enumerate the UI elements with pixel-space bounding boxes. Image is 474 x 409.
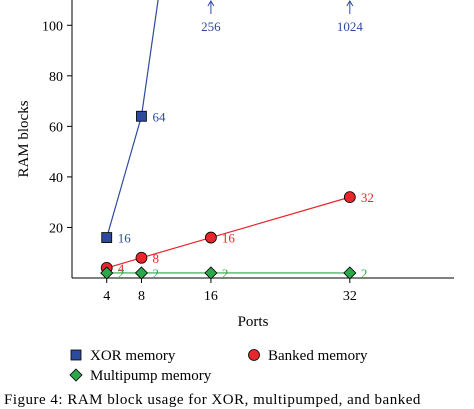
data-point: [343, 266, 357, 280]
data-label: 64: [152, 109, 166, 124]
data-point: [204, 266, 218, 280]
series-square: 16 64 256 1024: [101, 0, 364, 246]
y-tick-label: 60: [49, 120, 63, 135]
data-label: 256: [201, 19, 221, 34]
x-tick-label: 8: [138, 289, 145, 304]
legend-label: Banked memory: [268, 348, 368, 364]
data-point: [136, 110, 147, 122]
data-point: [100, 266, 114, 280]
legend-label: XOR memory: [90, 348, 176, 364]
x-tick-label: 32: [343, 289, 357, 304]
legend-marker: [70, 349, 82, 361]
data-label: 2: [118, 266, 125, 281]
off-scale-arrowhead: [207, 0, 215, 7]
data-label: 1024: [337, 19, 364, 34]
x-tick-label: 16: [204, 289, 218, 304]
data-label: 4: [118, 261, 125, 276]
legend-marker: [248, 349, 260, 361]
y-axis-title: RAM blocks: [16, 100, 32, 177]
data-label: 2: [152, 266, 159, 281]
legend-marker: [69, 368, 83, 382]
data-point: [205, 231, 217, 244]
data-point: [343, 191, 356, 204]
data-label: 16: [118, 231, 131, 246]
y-tick-label: 20: [49, 221, 63, 236]
data-point: [135, 251, 148, 264]
y-tick-label: 100: [42, 19, 63, 34]
data-label: 32: [361, 190, 374, 205]
legend: XOR memory Banked memory Multipump memory: [69, 348, 368, 384]
data-label: 2: [222, 266, 229, 281]
y-tick-label: 80: [49, 70, 63, 85]
series-circle: 4 8 16 32: [100, 190, 374, 276]
series-diamond: 2 2 2 2: [100, 266, 368, 281]
data-label: 2: [361, 266, 368, 281]
figure-caption: Figure 4: RAM block usage for XOR, multi…: [4, 392, 421, 408]
data-point: [101, 232, 113, 243]
x-tick-label: 4: [103, 289, 110, 304]
data-point: [134, 266, 149, 280]
y-tick-label: 40: [49, 171, 63, 186]
series-group: 16 64 256 1024 4 8 16 32 2 2 2 2: [100, 0, 374, 281]
data-label: 8: [152, 251, 159, 266]
series-line: [106, 196, 350, 269]
off-scale-arrowhead: [346, 0, 354, 7]
legend-label: Multipump memory: [90, 368, 212, 384]
data-label: 16: [222, 231, 236, 246]
series-line: [106, 0, 159, 238]
x-axis-title: Ports: [238, 314, 269, 330]
